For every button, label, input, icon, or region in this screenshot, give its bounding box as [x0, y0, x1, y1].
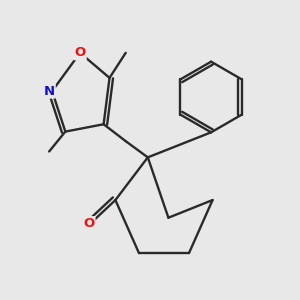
Text: O: O — [74, 46, 86, 59]
Text: N: N — [44, 85, 55, 98]
Text: O: O — [83, 217, 94, 230]
